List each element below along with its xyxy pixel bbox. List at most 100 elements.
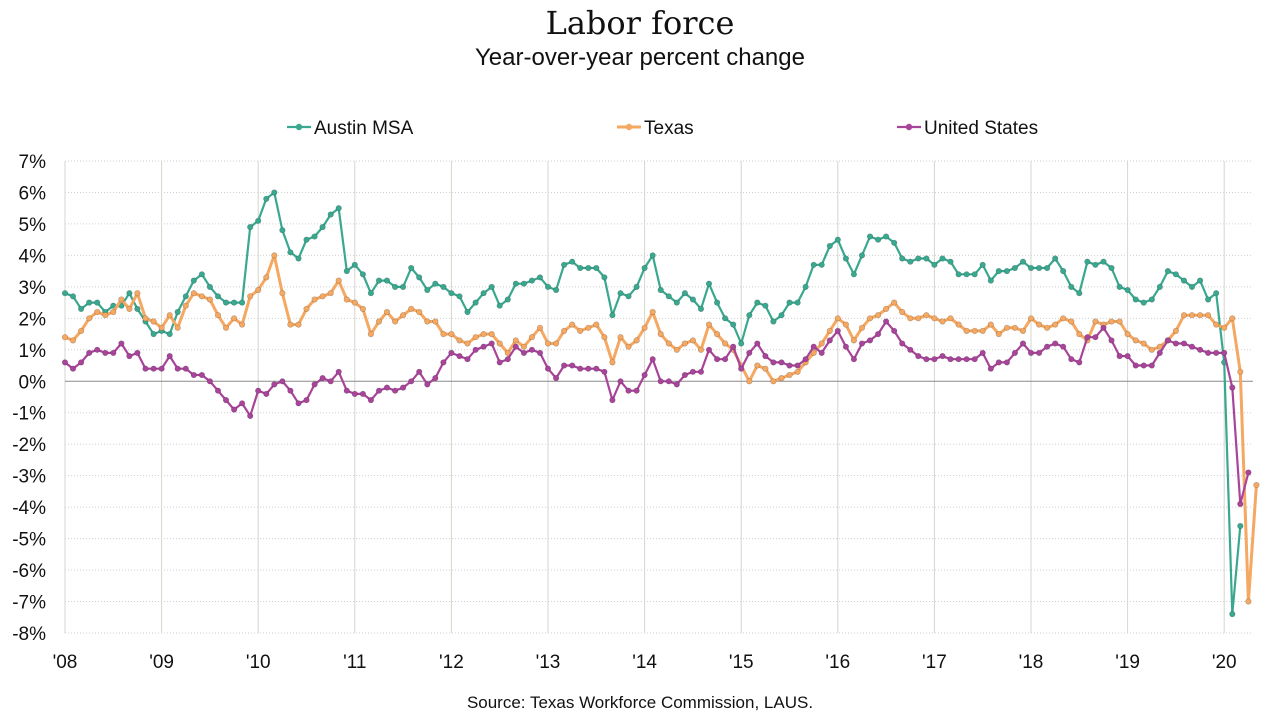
data-point xyxy=(842,255,850,262)
data-point xyxy=(770,318,777,325)
data-point xyxy=(560,362,568,369)
data-point xyxy=(931,315,938,322)
data-point xyxy=(1043,264,1051,272)
data-point xyxy=(327,378,334,385)
data-point xyxy=(319,293,326,300)
data-point xyxy=(287,249,294,256)
data-point xyxy=(746,349,753,357)
data-point xyxy=(472,334,479,341)
y-tick-label: -7% xyxy=(12,593,46,614)
data-point xyxy=(504,356,511,363)
data-point xyxy=(762,365,769,372)
data-point xyxy=(1229,384,1236,391)
data-point xyxy=(818,340,825,347)
data-point xyxy=(947,356,954,363)
data-point xyxy=(609,397,616,404)
data-point xyxy=(1196,277,1204,284)
data-point xyxy=(923,255,930,262)
data-point xyxy=(1035,321,1043,328)
data-point xyxy=(118,340,125,347)
data-point xyxy=(794,368,801,375)
data-point xyxy=(858,324,866,331)
data-point xyxy=(939,255,946,262)
data-point xyxy=(681,371,689,379)
data-point xyxy=(134,290,141,297)
y-tick-label: -3% xyxy=(12,467,46,488)
data-point xyxy=(649,308,656,316)
data-point xyxy=(536,274,544,281)
data-point xyxy=(464,356,471,363)
data-point xyxy=(375,318,383,325)
data-point xyxy=(1188,343,1196,350)
data-point xyxy=(1140,299,1147,306)
data-point xyxy=(247,293,254,300)
data-point xyxy=(947,258,954,265)
data-point xyxy=(528,277,536,284)
data-point xyxy=(552,375,560,382)
data-point xyxy=(1180,277,1188,284)
data-point xyxy=(496,340,503,347)
data-point xyxy=(746,312,753,319)
data-point xyxy=(359,271,367,278)
data-point xyxy=(247,412,254,420)
data-point xyxy=(1148,362,1155,369)
data-point xyxy=(1237,522,1244,530)
data-point xyxy=(754,340,761,347)
data-point xyxy=(1011,324,1019,331)
data-point xyxy=(504,296,511,303)
data-point xyxy=(69,365,77,372)
data-point xyxy=(1060,315,1067,322)
data-point xyxy=(721,315,729,322)
data-point xyxy=(1132,296,1139,303)
data-point xyxy=(842,321,850,328)
data-point xyxy=(786,362,793,369)
data-point xyxy=(810,261,817,268)
data-point xyxy=(198,293,205,300)
y-tick-label: -6% xyxy=(12,561,46,582)
data-point xyxy=(263,390,270,398)
data-point xyxy=(359,390,367,398)
data-point xyxy=(367,397,375,404)
data-point xyxy=(472,346,479,353)
data-point xyxy=(520,280,528,287)
data-point xyxy=(456,293,463,300)
data-point xyxy=(102,349,109,357)
data-point xyxy=(311,296,318,303)
data-point xyxy=(633,387,640,394)
data-point xyxy=(1132,337,1139,344)
x-tick-label: '08 xyxy=(53,652,78,673)
data-point xyxy=(206,296,213,303)
data-point xyxy=(1204,349,1212,357)
data-point xyxy=(142,365,149,372)
source-note: Source: Texas Workforce Commission, LAUS… xyxy=(466,693,814,712)
data-point xyxy=(126,290,133,297)
x-tick-label: '20 xyxy=(1212,652,1237,673)
data-point xyxy=(931,356,938,363)
data-point xyxy=(424,381,431,388)
data-point xyxy=(866,315,874,322)
data-point xyxy=(1124,286,1131,294)
data-point xyxy=(1116,283,1123,291)
data-point xyxy=(222,397,230,404)
y-tick-label: -5% xyxy=(12,530,46,551)
data-point xyxy=(1204,312,1212,319)
data-point xyxy=(295,255,302,262)
data-point xyxy=(1084,334,1091,341)
data-point xyxy=(560,261,568,268)
data-point xyxy=(488,283,495,291)
y-tick-label: 2% xyxy=(19,309,47,330)
data-point xyxy=(198,371,205,379)
data-point xyxy=(1092,318,1099,325)
data-point xyxy=(915,315,922,322)
data-point xyxy=(190,290,197,297)
data-point xyxy=(955,321,962,328)
data-point xyxy=(440,359,447,366)
legend-label: Texas xyxy=(644,118,694,139)
data-point xyxy=(995,359,1002,366)
data-point xyxy=(190,277,197,284)
data-point xyxy=(1076,359,1083,366)
data-point xyxy=(705,280,713,287)
y-tick-label: -8% xyxy=(12,624,46,645)
data-point xyxy=(1116,318,1123,325)
data-point xyxy=(1068,356,1075,363)
